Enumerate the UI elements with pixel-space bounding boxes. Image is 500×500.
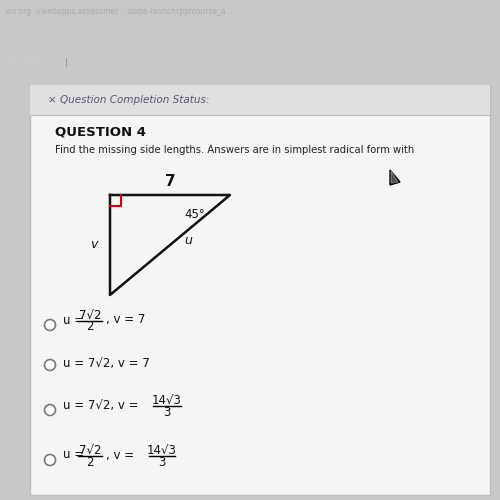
- Text: 45°: 45°: [184, 208, 206, 222]
- Text: , v =: , v =: [106, 448, 138, 462]
- Text: u: u: [184, 234, 192, 246]
- Circle shape: [44, 360, 56, 370]
- Text: , v = 7: , v = 7: [106, 314, 146, 326]
- Text: v: v: [90, 238, 98, 252]
- Bar: [30, 85, 490, 115]
- Text: wu.org  //webapps.assessmer... slope-launchrpp/course_a...: wu.org //webapps.assessmer... slope-laun…: [5, 6, 233, 16]
- Circle shape: [44, 404, 56, 415]
- Text: 14√3: 14√3: [147, 444, 177, 458]
- Text: 7√2: 7√2: [79, 444, 101, 458]
- Polygon shape: [390, 170, 400, 185]
- Text: u = 7√2, v = 7: u = 7√2, v = 7: [63, 356, 150, 370]
- Text: u =: u =: [63, 448, 88, 462]
- Text: QUESTION 4: QUESTION 4: [55, 126, 146, 138]
- Text: u =: u =: [63, 314, 88, 326]
- Text: 14√3: 14√3: [152, 394, 182, 407]
- FancyBboxPatch shape: [30, 85, 490, 495]
- Polygon shape: [391, 171, 398, 183]
- Text: 2: 2: [86, 456, 94, 468]
- Circle shape: [44, 320, 56, 330]
- Text: Find the missing side lengths. Answers are in simplest radical form with: Find the missing side lengths. Answers a…: [55, 145, 414, 155]
- Text: u = 7√2, v =: u = 7√2, v =: [63, 398, 142, 411]
- Text: |: |: [65, 58, 68, 67]
- Text: 3: 3: [164, 406, 170, 418]
- Circle shape: [44, 454, 56, 466]
- Text: 7: 7: [164, 174, 175, 188]
- Text: Slope - UNBLOCKEd...: Slope - UNBLOCKEd...: [80, 58, 171, 67]
- Text: 2: 2: [86, 320, 94, 334]
- Text: 7√2: 7√2: [79, 310, 101, 322]
- Text: × Question Completion Status:: × Question Completion Status:: [48, 95, 209, 105]
- Text: MISTAR: MISTAR: [5, 58, 41, 67]
- Text: 3: 3: [158, 456, 166, 468]
